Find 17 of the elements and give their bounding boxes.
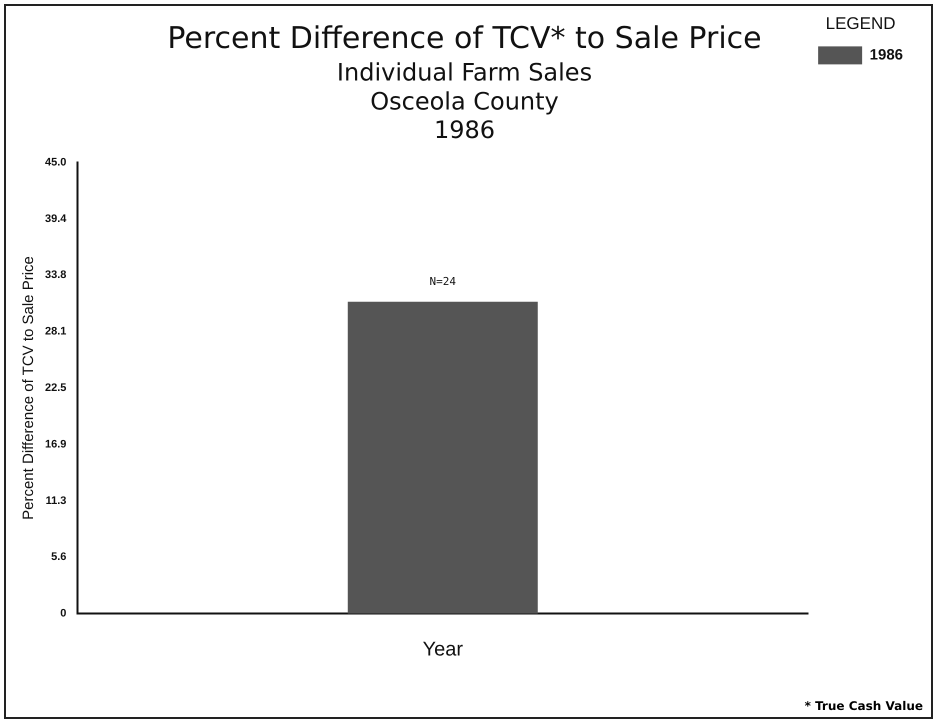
text: * True Cash Value bbox=[804, 699, 923, 713]
y-tick-label: 22.5 bbox=[44, 382, 66, 394]
y-tick-label: 33.8 bbox=[44, 269, 66, 282]
chart-subtitle: Individual Farm Sales Osceola County 1986 bbox=[336, 58, 592, 144]
y-tick-label: 45.0 bbox=[44, 156, 66, 168]
y-axis-title: Percent Difference of TCV to Sale Price bbox=[20, 256, 38, 520]
x-axis-title: Year bbox=[422, 638, 464, 661]
legend-title: LEGEND bbox=[826, 14, 896, 34]
y-tick-label: 0 bbox=[60, 608, 66, 620]
y-tick-label: 28.1 bbox=[44, 326, 66, 338]
y-tick-label: 16.9 bbox=[44, 438, 66, 450]
legend-label: 1986 bbox=[870, 46, 904, 64]
chart-title: Percent Difference of TCV* to Sale Price bbox=[167, 20, 762, 56]
annotation: N=24 bbox=[430, 275, 456, 288]
y-tick-label: 11.3 bbox=[46, 494, 66, 507]
y-tick-label: 39.4 bbox=[44, 212, 68, 225]
y-tick-label: 5.6 bbox=[51, 551, 66, 564]
